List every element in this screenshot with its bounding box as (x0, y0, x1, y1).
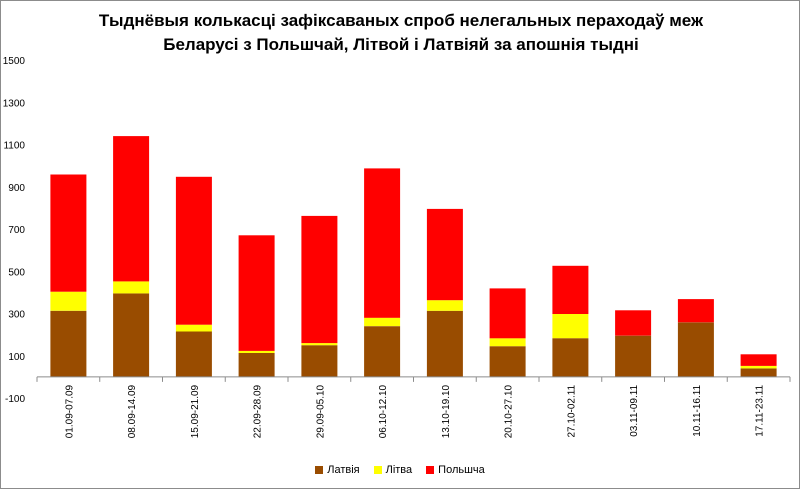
x-axis (36, 376, 791, 382)
x-axis-ticks: 01.09-07.09 08.09-14.09 15.09-21.09 22.09-2… (64, 384, 765, 438)
bar-segment-1 (426, 310, 463, 377)
bar-segment-2 (175, 324, 212, 332)
legend-item-2: Літва (373, 464, 413, 476)
bar-segment-2 (113, 281, 150, 294)
legend-label: Латвія (327, 464, 360, 476)
x-tick-label: 10.11-16.11 (692, 384, 703, 436)
bar-segment-1 (301, 345, 338, 377)
legend-item-1: Латвія (315, 464, 360, 476)
y-tick-label: 900 (8, 183, 25, 194)
bar-segment-1 (364, 326, 401, 377)
chart-title-line-1: Тыднёвыя колькасці зафіксаваных спроб не… (98, 11, 704, 30)
bar-segment-1 (238, 353, 275, 377)
bar-segment-1 (740, 368, 777, 377)
bar-segment-3 (238, 235, 275, 351)
y-tick-label: 1300 (3, 98, 26, 109)
y-tick-label: 300 (8, 310, 25, 321)
y-tick-label: 1100 (3, 141, 25, 152)
y-tick-label: -100 (5, 394, 25, 405)
bar-segment-3 (426, 208, 463, 301)
chart-legend: Латвія Літва Польшча (0, 464, 800, 476)
bar-segment-2 (740, 365, 777, 369)
legend-swatch (315, 466, 324, 474)
bar-segment-3 (552, 265, 589, 314)
x-tick-label: 13.10-19.10 (441, 384, 452, 438)
chart-title: Тыднёвыя колькасці зафіксаваных спроб не… (61, 9, 741, 57)
bar-segment-3 (50, 174, 87, 292)
bar-segment-3 (301, 215, 338, 344)
y-tick-label: 100 (8, 352, 25, 363)
bar-segment-3 (489, 288, 526, 339)
bar-segment-1 (489, 346, 526, 377)
bar-segment-1 (50, 310, 87, 377)
bar-segment-2 (552, 313, 589, 339)
bar-segment-2 (489, 338, 526, 347)
bar-segment-3 (113, 136, 150, 282)
x-tick-label: 17.11-23.11 (755, 384, 766, 436)
bar-segment-1 (175, 331, 212, 377)
bar-segment-1 (615, 335, 652, 377)
bar-segment-3 (364, 168, 401, 318)
x-tick-label: 06.10-12.10 (378, 384, 389, 438)
legend-swatch (426, 466, 435, 474)
bar-segment-1 (113, 293, 150, 377)
legend-swatch (373, 466, 382, 474)
y-tick-label: 1500 (3, 56, 26, 67)
legend-label: Літва (385, 464, 413, 476)
bar-segment-3 (677, 299, 714, 323)
bar-segment-3 (175, 176, 212, 325)
bar-segment-2 (301, 343, 338, 346)
x-tick-label: 08.09-14.09 (127, 384, 138, 438)
x-tick-label: 20.10-27.10 (504, 384, 515, 438)
x-tick-label: 29.09-05.10 (315, 384, 326, 438)
bar-segment-2 (50, 291, 87, 311)
x-tick-label: 01.09-07.09 (64, 384, 75, 438)
bar-segment-2 (426, 300, 463, 311)
bar-segment-1 (552, 338, 589, 377)
x-tick-label: 15.09-21.09 (190, 384, 201, 438)
bar-segment-2 (238, 350, 275, 353)
bar-segment-3 (615, 310, 652, 336)
chart-bars (50, 136, 777, 377)
bar-segment-3 (740, 354, 777, 366)
x-tick-label: 22.09-28.09 (253, 384, 264, 438)
y-axis-ticks: -100 100 300 500 700 900 1100 1300 1500 (3, 56, 26, 405)
y-tick-label: 700 (8, 225, 25, 236)
legend-label: Польшча (438, 464, 485, 476)
chart-title-line-2: Беларусі з Польшчай, Літвой і Латвіяй за… (163, 35, 639, 54)
bar-segment-2 (364, 317, 401, 327)
x-tick-label: 03.11-09.11 (629, 384, 640, 436)
legend-item-3: Польшча (426, 464, 485, 476)
x-tick-label: 27.10-02.11 (566, 384, 577, 437)
y-tick-label: 500 (8, 267, 25, 278)
bar-segment-1 (677, 322, 714, 377)
